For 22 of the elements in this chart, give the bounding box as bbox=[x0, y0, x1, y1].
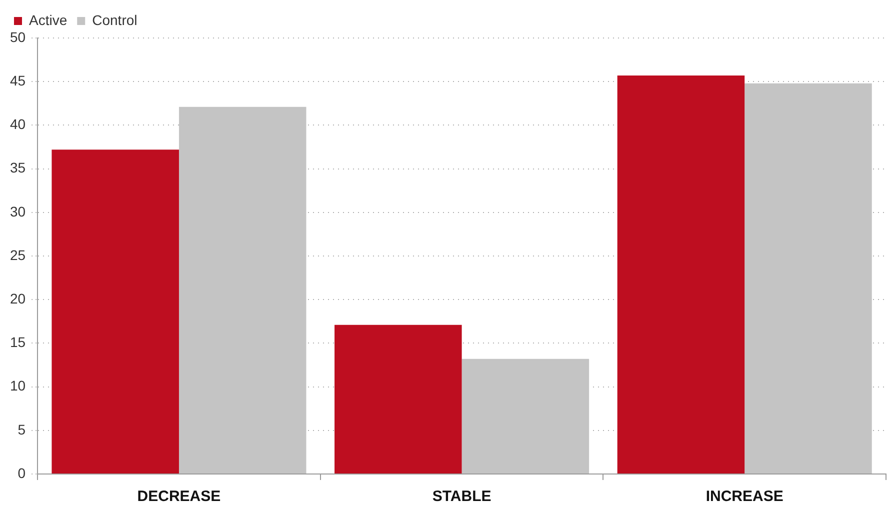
y-tick-label: 5 bbox=[18, 421, 26, 438]
x-tick-label: INCREASE bbox=[706, 488, 784, 506]
y-tick-label: 50 bbox=[10, 28, 26, 45]
bar bbox=[617, 75, 745, 474]
legend-label: Active bbox=[29, 12, 68, 28]
y-tick-label: 45 bbox=[10, 72, 26, 88]
y-tick-label: 10 bbox=[10, 378, 26, 394]
y-tick-label: 25 bbox=[10, 246, 26, 263]
bar bbox=[52, 150, 179, 474]
y-tick-label: 40 bbox=[10, 116, 26, 132]
y-tick-label: 0 bbox=[18, 464, 26, 481]
y-tick-label: 30 bbox=[10, 203, 26, 220]
x-tick-label: DECREASE bbox=[137, 488, 221, 506]
x-tick-label: STABLE bbox=[432, 488, 492, 506]
y-tick-label: 20 bbox=[10, 290, 26, 306]
y-tick-label: 35 bbox=[10, 160, 26, 176]
bar bbox=[334, 324, 462, 474]
y-tick-label: 15 bbox=[10, 334, 26, 350]
legend-label: Control bbox=[92, 12, 138, 28]
bar bbox=[178, 106, 306, 474]
bar bbox=[744, 83, 872, 474]
bar bbox=[462, 358, 590, 474]
